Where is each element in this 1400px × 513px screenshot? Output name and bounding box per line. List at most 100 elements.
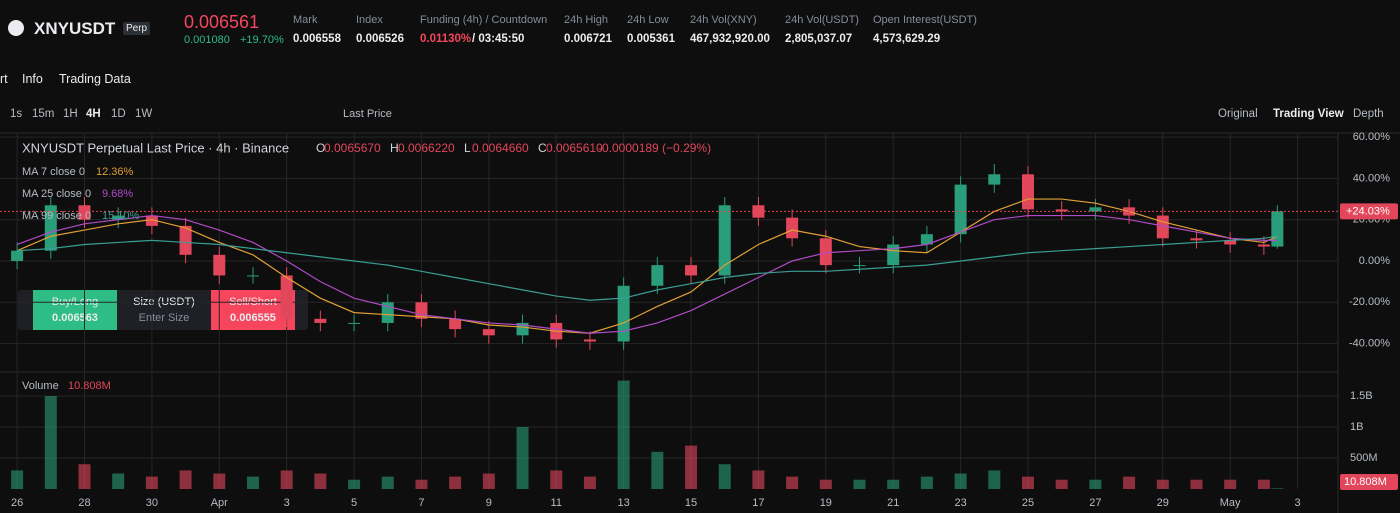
price-type[interactable]: Last Price [343,108,392,120]
stat-value: 0.006558 [293,33,341,45]
trade-widget: Buy/Long 0.006563 Size (USDT) Enter Size S… [18,290,308,330]
ohlc-key: O [316,141,325,155]
volume-tick-label: 500M [1350,452,1378,464]
candle-body [1055,209,1068,212]
symbol[interactable]: XNYUSDT [34,19,116,38]
interval[interactable]: 1D [111,108,126,120]
interval[interactable]: 4H [86,108,101,120]
volume-bar [11,470,24,489]
volume-bar [1271,488,1284,489]
candle-body [1089,207,1102,212]
interval[interactable]: 15m [32,108,55,120]
candle-body [920,234,933,245]
volume-bar [718,464,731,489]
ohlc-key: L [464,141,471,155]
candle-body [145,215,158,226]
sell-label: Sell/Short [229,296,277,308]
volume-bar [651,451,664,489]
stat-label: 24h Low [627,14,669,26]
funding-label: Funding (4h) / Countdown [420,14,548,26]
stat-label: 24h Vol(XNY) [690,14,757,26]
y-tick-label: 20.00% [1353,214,1391,226]
countdown: / 03:45:50 [472,33,525,45]
ohlc-key: C [538,141,547,155]
ohlc-value: 0.0065670 [324,141,381,155]
x-tick-label: 9 [486,497,492,509]
x-tick-label: 23 [954,497,966,509]
x-tick-label: 28 [78,497,90,509]
candle-body [1257,244,1270,247]
change-pct: +19.70% [240,34,284,46]
size-label: Size (USDT) [133,296,195,308]
volume-bar [449,476,462,489]
volume-bar [145,476,158,489]
candle-body [1123,207,1136,216]
ma-value: 12.36% [96,166,134,178]
candle-body [819,238,832,266]
volume-bar [415,479,428,489]
volume-bar [516,427,529,489]
volume-legend-value: 10.808M [68,380,111,392]
volume-tick-label: 1.5B [1350,390,1373,402]
volume-bar [381,476,394,489]
buy-button[interactable]: Buy/Long 0.006563 [33,290,117,330]
candle-body [1190,238,1203,241]
y-tick-label: 0.00% [1359,255,1390,267]
candle-body [44,205,57,251]
stat-value: 0.006721 [564,33,612,45]
last-price-label: +24.03% [1346,205,1390,217]
y-tick-label: 60.00% [1353,131,1391,143]
size-input[interactable]: Size (USDT) Enter Size [117,290,211,330]
candle-body [853,265,866,267]
ma-value: 9.68% [102,188,133,200]
x-tick-label: 17 [752,497,764,509]
y-tick-label: 40.00% [1353,172,1391,184]
interval[interactable]: 1s [10,108,23,120]
volume-bar [1123,476,1136,489]
volume-bar [1021,476,1034,489]
interval[interactable]: 1W [135,108,153,120]
candle-body [1021,174,1034,210]
sell-button[interactable]: Sell/Short 0.006555 [211,290,295,330]
x-tick-label: May [1220,497,1241,509]
candle-body [752,205,765,218]
ohlc-key: H [390,141,399,155]
candle-body [786,217,799,239]
volume-bar [179,470,192,489]
coin-icon [8,20,24,36]
stat-value: 0.006526 [356,33,404,45]
buy-label: Buy/Long [51,296,99,308]
ma-name: MA 99 close 0 [22,210,91,222]
x-tick-label: Apr [211,497,228,509]
stat-label: Index [356,14,383,26]
price: 0.006561 [184,12,260,32]
y-tick-label: -20.00% [1349,296,1390,308]
volume-bar [853,479,866,489]
volume-bar [78,464,91,489]
view-tab[interactable]: Trading View [1273,108,1344,120]
candle-body [415,302,428,319]
view-tab[interactable]: Original [1218,108,1258,120]
candle-body [516,322,529,336]
volume-bar [583,476,596,489]
stat-label: Mark [293,14,318,26]
stat-value: 2,805,037.07 [785,33,853,45]
tab[interactable]: Trading Data [59,72,131,86]
volume-bar [887,479,900,489]
candle-body [954,184,967,235]
volume-bar [44,396,57,489]
view-tab[interactable]: Depth [1353,108,1384,120]
x-tick-label: 30 [146,497,158,509]
sell-price: 0.006555 [230,312,276,324]
volume-bar [112,473,125,489]
candle-body [112,215,125,220]
x-tick-label: 21 [887,497,899,509]
volume-bar [752,470,765,489]
tab[interactable]: rt [0,72,8,86]
tab[interactable]: Info [22,72,43,86]
volume-bar [1190,479,1203,489]
interval[interactable]: 1H [63,108,78,120]
volume-bar [786,476,799,489]
y-tick-label: -40.00% [1349,337,1390,349]
